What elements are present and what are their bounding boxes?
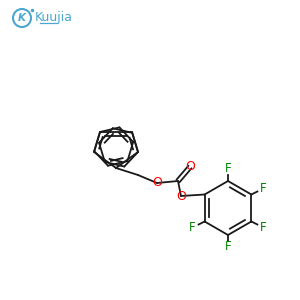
Text: F: F — [260, 221, 267, 234]
Text: F: F — [225, 241, 231, 254]
Text: O: O — [176, 190, 186, 202]
Text: F: F — [260, 182, 267, 195]
Text: F: F — [225, 163, 231, 176]
Text: F: F — [189, 221, 196, 234]
Text: K: K — [18, 13, 26, 23]
Text: O: O — [152, 176, 162, 190]
Text: Kuujia: Kuujia — [35, 11, 73, 25]
Text: O: O — [185, 160, 195, 173]
